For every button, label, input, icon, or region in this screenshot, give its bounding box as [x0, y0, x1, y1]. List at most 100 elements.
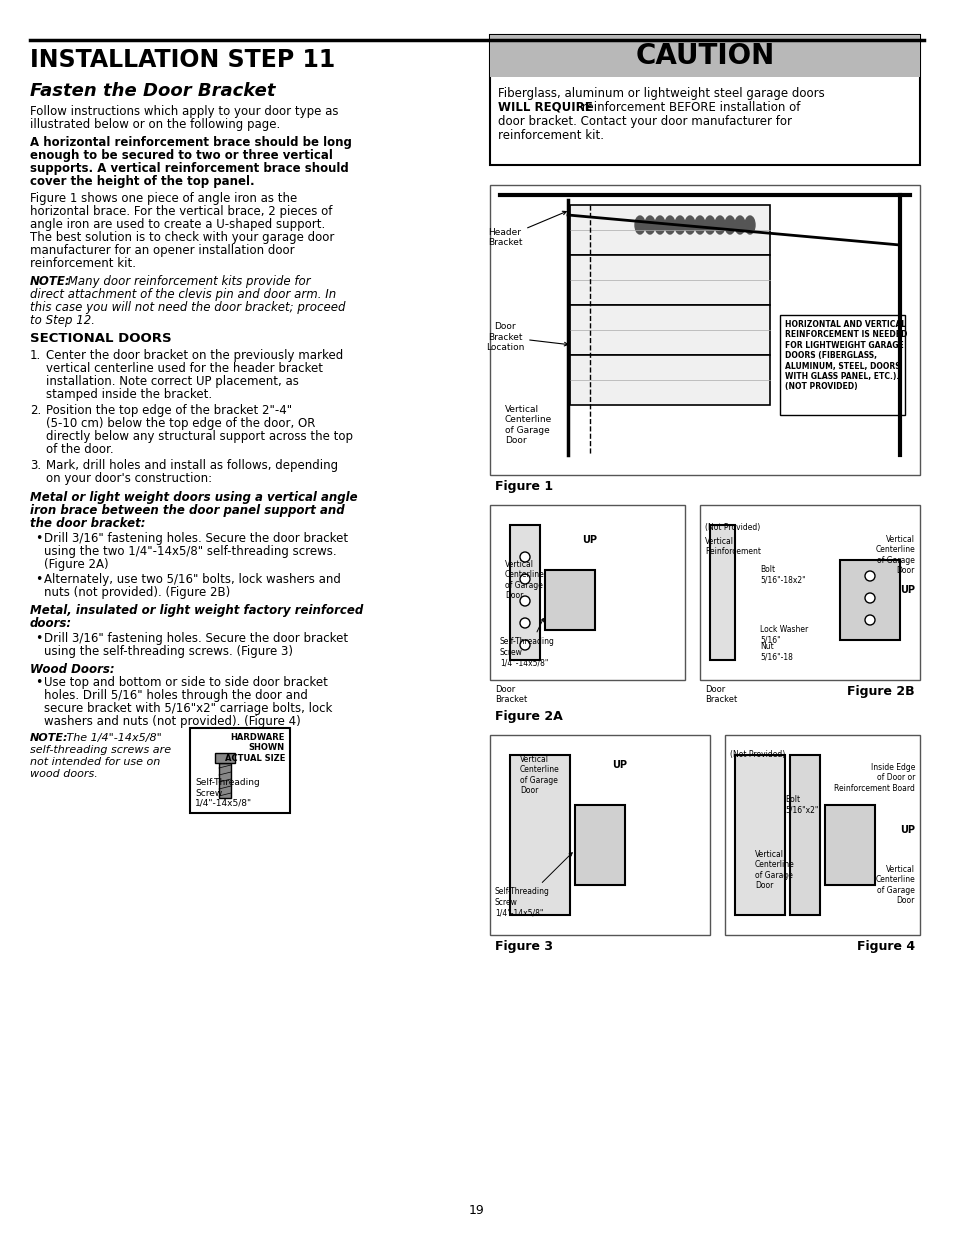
Ellipse shape	[724, 216, 734, 233]
Bar	[510, 525, 539, 659]
Ellipse shape	[655, 216, 664, 233]
Bar	[214, 753, 234, 763]
Bar	[780, 315, 904, 415]
Ellipse shape	[734, 216, 744, 233]
Text: NOTE:: NOTE:	[30, 275, 71, 288]
Bar	[700, 505, 919, 680]
Ellipse shape	[684, 216, 695, 233]
Text: Vertical
Centerline
of Garage
Door: Vertical Centerline of Garage Door	[504, 405, 552, 445]
Text: SECTIONAL DOORS: SECTIONAL DOORS	[30, 332, 172, 345]
Text: Alternately, use two 5/16" bolts, lock washers and: Alternately, use two 5/16" bolts, lock w…	[44, 573, 340, 585]
Text: UP: UP	[612, 760, 627, 769]
Text: INSTALLATION STEP 11: INSTALLATION STEP 11	[30, 48, 335, 72]
Text: UP: UP	[899, 585, 914, 595]
Circle shape	[864, 571, 874, 580]
Bar	[190, 727, 290, 813]
Text: •: •	[35, 676, 42, 689]
Text: Metal or light weight doors using a vertical angle: Metal or light weight doors using a vert…	[30, 492, 357, 504]
Text: enough to be secured to two or three vertical: enough to be secured to two or three ver…	[30, 149, 333, 162]
Bar	[490, 185, 919, 475]
Text: Vertical
Centerline
of Garage
Door: Vertical Centerline of Garage Door	[519, 755, 559, 795]
Text: Follow instructions which apply to your door type as: Follow instructions which apply to your …	[30, 105, 338, 119]
Circle shape	[864, 615, 874, 625]
Text: Figure 1: Figure 1	[495, 480, 553, 493]
Text: (Figure 2A): (Figure 2A)	[44, 558, 109, 571]
Bar	[219, 763, 231, 798]
Ellipse shape	[664, 216, 675, 233]
Text: Mark, drill holes and install as follows, depending: Mark, drill holes and install as follows…	[46, 459, 337, 472]
Circle shape	[519, 618, 530, 629]
Text: Use top and bottom or side to side door bracket: Use top and bottom or side to side door …	[44, 676, 328, 689]
Text: horizontal brace. For the vertical brace, 2 pieces of: horizontal brace. For the vertical brace…	[30, 205, 332, 219]
Bar	[569, 305, 769, 354]
Text: Vertical
Centerline
of Garage
Door: Vertical Centerline of Garage Door	[874, 535, 914, 576]
Text: manufacturer for an opener installation door: manufacturer for an opener installation …	[30, 245, 294, 257]
Text: HARDWARE
SHOWN
ACTUAL SIZE: HARDWARE SHOWN ACTUAL SIZE	[224, 734, 285, 763]
Bar	[490, 35, 919, 77]
Text: Door
Bracket: Door Bracket	[495, 685, 527, 704]
Circle shape	[864, 593, 874, 603]
Text: angle iron are used to create a U-shaped support.: angle iron are used to create a U-shaped…	[30, 219, 325, 231]
Text: to Step 12.: to Step 12.	[30, 314, 95, 327]
Text: Figure 2B: Figure 2B	[846, 685, 914, 698]
Bar	[575, 805, 624, 885]
Circle shape	[519, 640, 530, 650]
Text: washers and nuts (not provided). (Figure 4): washers and nuts (not provided). (Figure…	[44, 715, 300, 727]
Text: using the two 1/4"-14x5/8" self-threading screws.: using the two 1/4"-14x5/8" self-threadin…	[44, 545, 336, 558]
Text: UP: UP	[899, 825, 914, 835]
Text: vertical centerline used for the header bracket: vertical centerline used for the header …	[46, 362, 323, 375]
Text: Vertical
Reinforcement: Vertical Reinforcement	[704, 537, 760, 557]
Text: iron brace between the door panel support and: iron brace between the door panel suppor…	[30, 504, 344, 517]
Text: WILL REQUIRE: WILL REQUIRE	[497, 101, 592, 114]
Text: Center the door bracket on the previously marked: Center the door bracket on the previousl…	[46, 350, 343, 362]
Bar	[569, 254, 769, 305]
Text: Bolt
5/16"-18x2": Bolt 5/16"-18x2"	[760, 564, 804, 584]
Circle shape	[519, 552, 530, 562]
Text: 19: 19	[469, 1204, 484, 1216]
Bar	[824, 805, 874, 885]
Text: Self-Threading
Screw
1/4"-14x5/8": Self-Threading Screw 1/4"-14x5/8"	[495, 852, 572, 918]
Text: 1.: 1.	[30, 350, 41, 362]
Ellipse shape	[675, 216, 684, 233]
Bar	[490, 505, 684, 680]
Text: on your door's construction:: on your door's construction:	[46, 472, 212, 485]
Bar	[490, 35, 919, 165]
Bar	[544, 571, 595, 630]
Text: Fasten the Door Bracket: Fasten the Door Bracket	[30, 82, 275, 100]
Text: •: •	[35, 632, 42, 645]
Ellipse shape	[704, 216, 714, 233]
Text: Wood Doors:: Wood Doors:	[30, 663, 114, 676]
Text: this case you will not need the door bracket; proceed: this case you will not need the door bra…	[30, 301, 345, 314]
Text: nuts (not provided). (Figure 2B): nuts (not provided). (Figure 2B)	[44, 585, 230, 599]
Text: of the door.: of the door.	[46, 443, 113, 456]
Bar	[840, 559, 899, 640]
Ellipse shape	[695, 216, 704, 233]
Text: reinforcement kit.: reinforcement kit.	[30, 257, 136, 270]
Bar	[490, 735, 709, 935]
Text: Figure 2A: Figure 2A	[495, 710, 562, 722]
Text: the door bracket:: the door bracket:	[30, 517, 146, 530]
Text: installation. Note correct UP placement, as: installation. Note correct UP placement,…	[46, 375, 298, 388]
Text: Drill 3/16" fastening holes. Secure the door bracket: Drill 3/16" fastening holes. Secure the …	[44, 632, 348, 645]
Text: The 1/4"-14x5/8": The 1/4"-14x5/8"	[63, 734, 162, 743]
Text: stamped inside the bracket.: stamped inside the bracket.	[46, 388, 212, 401]
Text: cover the height of the top panel.: cover the height of the top panel.	[30, 175, 254, 188]
Text: The best solution is to check with your garage door: The best solution is to check with your …	[30, 231, 334, 245]
Text: using the self-threading screws. (Figure 3): using the self-threading screws. (Figure…	[44, 645, 293, 658]
Text: 2.: 2.	[30, 404, 41, 417]
Bar	[569, 354, 769, 405]
Text: Door
Bracket: Door Bracket	[704, 685, 737, 704]
Text: A horizontal reinforcement brace should be long: A horizontal reinforcement brace should …	[30, 136, 352, 149]
Text: UP: UP	[582, 535, 597, 545]
Text: reinforcement kit.: reinforcement kit.	[497, 128, 603, 142]
Bar	[709, 525, 734, 659]
Text: Many door reinforcement kits provide for: Many door reinforcement kits provide for	[64, 275, 311, 288]
Text: self-threading screws are: self-threading screws are	[30, 745, 171, 755]
Text: doors:: doors:	[30, 618, 72, 630]
Text: secure bracket with 5/16"x2" carriage bolts, lock: secure bracket with 5/16"x2" carriage bo…	[44, 701, 332, 715]
Text: Bolt
5/16"x2": Bolt 5/16"x2"	[784, 795, 818, 814]
Text: •: •	[35, 532, 42, 545]
Bar	[789, 755, 820, 915]
Ellipse shape	[744, 216, 754, 233]
Text: Figure 1 shows one piece of angle iron as the: Figure 1 shows one piece of angle iron a…	[30, 191, 297, 205]
